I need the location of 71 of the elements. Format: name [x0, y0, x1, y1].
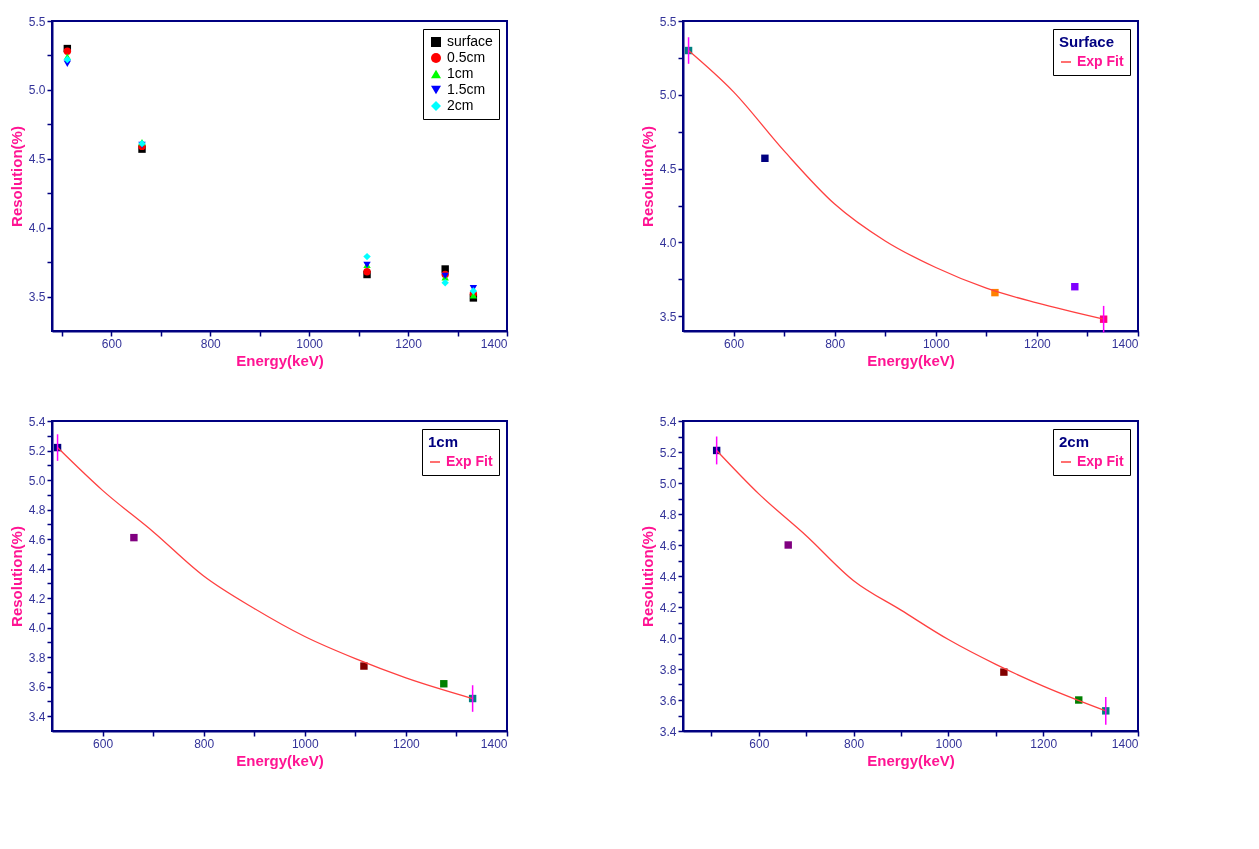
y-tick-label: 5.4: [659, 414, 677, 429]
x-tick-label: 600: [101, 336, 123, 351]
x-tick-label: 1000: [935, 736, 963, 751]
y-axis-title: Resolution(%): [7, 126, 25, 227]
legend-title: 2cm: [1059, 433, 1090, 450]
y-tick-label: 3.6: [659, 693, 677, 708]
y-tick-label: 3.5: [659, 309, 677, 324]
y-tick-label: 3.8: [28, 650, 46, 665]
legend-label: 0.5cm: [447, 49, 486, 65]
x-axis-title: Energy(keV): [867, 351, 955, 369]
y-tick-label: 4.0: [659, 631, 677, 646]
y-tick-label: 5.2: [659, 445, 677, 460]
x-tick-label: 600: [93, 736, 114, 751]
x-axis-title: Energy(keV): [236, 351, 324, 369]
y-tick-label: 5.0: [28, 83, 46, 98]
y-tick-label: 5.0: [659, 476, 677, 491]
y-tick-label: 3.8: [659, 662, 677, 677]
y-tick-label: 5.5: [28, 14, 46, 29]
x-axis-title: Energy(keV): [236, 751, 324, 769]
x-tick-label: 1200: [395, 336, 423, 351]
legend-title: 1cm: [428, 433, 459, 450]
y-tick-label: 4.2: [28, 591, 46, 606]
x-tick-label: 1400: [1111, 736, 1139, 751]
y-tick-label: 4.2: [659, 600, 677, 615]
y-tick-label: 4.8: [28, 503, 46, 518]
y-tick-label: 5.5: [659, 14, 677, 29]
x-tick-label: 800: [825, 336, 846, 351]
x-tick-label: 1000: [296, 336, 324, 351]
y-tick-label: 5.4: [28, 414, 46, 429]
x-tick-label: 1000: [291, 736, 319, 751]
y-axis-title: Resolution(%): [7, 526, 25, 627]
y-tick-label: 4.4: [659, 569, 677, 584]
legend-label: 2cm: [447, 97, 474, 113]
legend-label: Exp Fit: [1077, 453, 1125, 469]
legend-label: Exp Fit: [446, 453, 494, 469]
y-tick-label: 4.5: [659, 162, 677, 177]
y-tick-label: 5.0: [28, 473, 46, 488]
x-axis-title: Energy(keV): [867, 751, 955, 769]
legend-label: surface: [447, 33, 494, 49]
y-tick-label: 4.0: [28, 221, 46, 236]
x-tick-label: 600: [724, 336, 745, 351]
y-tick-label: 3.5: [28, 290, 46, 305]
y-tick-label: 4.8: [659, 507, 677, 522]
y-tick-label: 4.4: [28, 562, 46, 577]
y-tick-label: 4.6: [28, 532, 46, 547]
y-tick-label: 5.2: [28, 444, 46, 459]
x-tick-label: 800: [194, 736, 215, 751]
x-tick-label: 1200: [1024, 336, 1052, 351]
y-axis-title: Resolution(%): [638, 126, 656, 227]
x-tick-label: 1200: [1030, 736, 1058, 751]
y-tick-label: 4.0: [659, 235, 677, 250]
y-tick-label: 3.4: [659, 724, 677, 739]
x-tick-label: 600: [749, 736, 770, 751]
x-tick-label: 800: [844, 736, 865, 751]
y-tick-label: 3.6: [28, 680, 46, 695]
x-tick-label: 1400: [480, 736, 508, 751]
y-axis-title: Resolution(%): [638, 526, 656, 627]
x-tick-label: 800: [200, 336, 222, 351]
x-tick-label: 1400: [480, 336, 508, 351]
y-tick-label: 4.0: [28, 621, 46, 636]
y-tick-label: 4.6: [659, 538, 677, 553]
y-tick-label: 5.0: [659, 88, 677, 103]
x-tick-label: 1200: [393, 736, 421, 751]
x-tick-label: 1000: [922, 336, 950, 351]
legend-label: 1cm: [447, 65, 474, 81]
x-tick-label: 1400: [1111, 336, 1139, 351]
legend-label: 1.5cm: [447, 81, 486, 97]
legend-label: Exp Fit: [1077, 53, 1125, 69]
legend-title: Surface: [1059, 33, 1115, 50]
y-tick-label: 3.4: [28, 709, 46, 724]
y-tick-label: 4.5: [28, 152, 46, 167]
